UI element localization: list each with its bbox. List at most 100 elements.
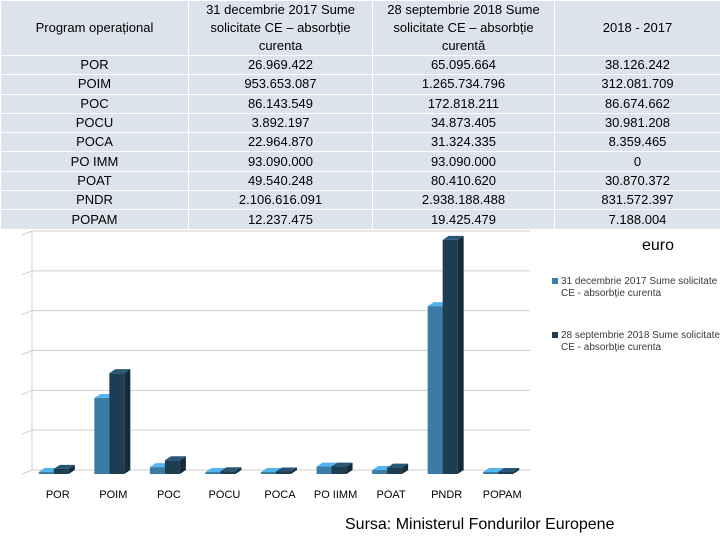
header-2018: 28 septembrie 2018 Sume solicitate CE – …: [372, 0, 555, 56]
table-row: POR 26.969.422 65.095.664 38.126.242: [0, 54, 720, 76]
row-2017-cell: 12.237.475: [188, 209, 373, 230]
row-program-cell: POIM: [0, 74, 189, 95]
table-row: POAT 49.540.248 80.410.620 30.870.372: [0, 170, 720, 192]
row-program-cell: PO IMM: [0, 151, 189, 172]
bar-side-2: [235, 467, 242, 474]
data-table: Program operațional 31 decembrie 2017 Su…: [0, 0, 720, 230]
legend-label: 28 septembrie 2018 Sume solicitate: [561, 330, 720, 341]
table-row: PO IMM 93.090.000 93.090.000 0: [0, 151, 720, 172]
row-diff-cell: 8.359.465: [554, 132, 720, 153]
x-tick-label: POIM: [99, 489, 127, 501]
row-program-cell: POAT: [0, 170, 189, 192]
row-2017-cell: 26.969.422: [188, 54, 373, 76]
header-diff: 2018 - 2017: [554, 0, 720, 56]
x-tick-label: POCU: [209, 489, 241, 501]
grid-line-side: [21, 389, 33, 395]
unit-label: euro: [642, 237, 674, 254]
row-2017-cell: 2.106.616.091: [188, 190, 373, 211]
row-2018-cell: 65.095.664: [372, 54, 555, 76]
bar-series-1: [372, 470, 388, 474]
x-tick-label: POAT: [377, 489, 406, 501]
x-tick-label: PNDR: [431, 489, 462, 501]
header-program: Program operațional: [0, 0, 189, 56]
row-diff-cell: 38.126.242: [554, 54, 720, 76]
bar-side-2: [346, 462, 353, 474]
row-2017-cell: 49.540.248: [188, 170, 373, 192]
row-2018-cell: 1.265.734.796: [372, 74, 555, 95]
bar-chart: POR POIM POC POCU POCA PO IIMM POAT PNDR POPAM e…: [21, 230, 720, 533]
x-tick-label: POC: [157, 489, 181, 501]
row-2017-cell: 3.892.197: [188, 112, 373, 134]
legend-label-cont: CE - absorbție curenta: [561, 342, 661, 353]
legend-label: 31 decembrie 2017 Sume solicitate: [561, 276, 718, 287]
table-row: PNDR 2.106.616.091 2.938.188.488 831.572.39…: [0, 190, 720, 211]
table-row: POIM 953.653.087 1.265.734.796 312.081.709: [0, 74, 720, 95]
bar-series-2: [220, 471, 236, 474]
row-program-cell: POCA: [0, 132, 189, 153]
x-tick-labels: POR POIM POC POCU POCA PO IIMM POAT PNDR POPAM: [46, 489, 522, 501]
bars: [38, 235, 520, 474]
bar-series-2: [164, 460, 180, 474]
source-label: Sursa: Ministerul Fondurilor Europene: [345, 516, 615, 533]
bar-top-2: [220, 467, 242, 472]
row-program-cell: POC: [0, 93, 189, 114]
row-program-cell: POR: [0, 54, 189, 76]
bar-series-2: [331, 466, 347, 474]
bar-series-2: [442, 239, 458, 474]
table-row: POCA 22.964.870 31.324.335 8.359.465: [0, 132, 720, 153]
legend-swatch: [552, 278, 558, 284]
grid-line-side: [21, 270, 33, 276]
row-2018-cell: 93.090.000: [372, 151, 555, 172]
grid-line-side: [21, 350, 33, 355]
x-tick-label: POCA: [264, 489, 296, 501]
row-diff-cell: 0: [554, 151, 720, 172]
bar-side-2: [124, 369, 131, 474]
bar-top-2: [53, 464, 75, 469]
row-diff-cell: 831.572.397: [554, 190, 720, 211]
bar-top-2: [498, 468, 520, 472]
row-2018-cell: 80.410.620: [372, 170, 555, 192]
bar-top-2: [109, 369, 131, 374]
bar-series-2: [109, 373, 125, 474]
row-2018-cell: 2.938.188.488: [372, 190, 555, 211]
row-2017-cell: 86.143.549: [188, 93, 373, 114]
row-2017-cell: 22.964.870: [188, 132, 373, 153]
row-program-cell: POCU: [0, 112, 189, 134]
x-tick-label: POPAM: [483, 489, 522, 501]
bar-side-2: [68, 464, 75, 474]
bar-series-1: [261, 472, 276, 474]
table-body: POR 26.969.422 65.095.664 38.126.242 POIM 953…: [0, 54, 720, 230]
row-2018-cell: 34.873.405: [372, 112, 555, 134]
row-diff-cell: 30.870.372: [554, 170, 720, 192]
table-header-row: Program operațional 31 decembrie 2017 Su…: [0, 0, 720, 56]
legend-label-cont: CE - absorbție curenta: [561, 288, 661, 299]
table-row: POPAM 12.237.475 19.425.479 7.188.004: [0, 209, 720, 230]
row-diff-cell: 312.081.709: [554, 74, 720, 95]
bar-series-1: [316, 466, 332, 474]
bar-series-1: [94, 398, 110, 474]
row-diff-cell: 7.188.004: [554, 209, 720, 230]
bar-side-2: [457, 235, 464, 474]
row-program-cell: POPAM: [0, 209, 189, 230]
row-program-cell: PNDR: [0, 190, 189, 211]
bar-series-1: [149, 467, 165, 474]
bar-top-1: [316, 462, 338, 467]
header-2017: 31 decembrie 2017 Sume solicitate CE – a…: [188, 0, 373, 56]
grid-line-side: [21, 230, 33, 236]
row-diff-cell: 86.674.662: [554, 93, 720, 114]
bar-top-2: [276, 467, 297, 472]
table-row: POC 86.143.549 172.818.211 86.674.662: [0, 93, 720, 114]
bar-series-1: [483, 472, 499, 474]
bar-series-2: [53, 468, 69, 474]
row-2017-cell: 93.090.000: [188, 151, 373, 172]
grid-line-side: [21, 310, 33, 316]
bar-series-1: [427, 306, 443, 474]
bar-series-2: [498, 472, 514, 474]
bar-series-1: [38, 471, 54, 474]
bar-series-1: [205, 472, 221, 474]
bar-series-2: [276, 471, 291, 474]
row-2017-cell: 953.653.087: [188, 74, 373, 95]
bar-series-2: [387, 467, 403, 474]
row-diff-cell: 30.981.208: [554, 112, 720, 134]
